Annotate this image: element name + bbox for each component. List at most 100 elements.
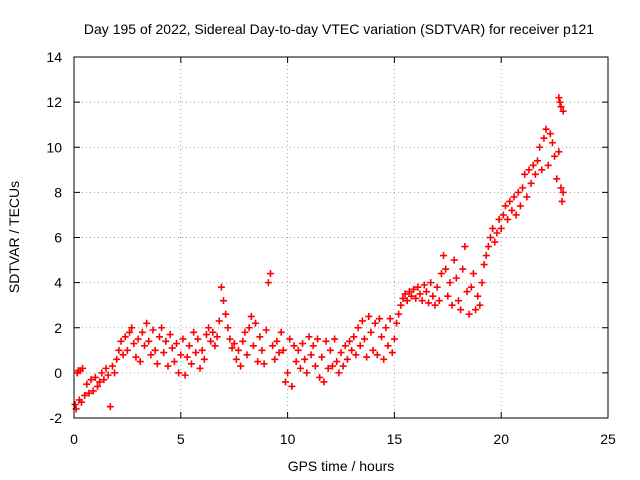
data-point [303,369,311,377]
data-point [85,389,93,397]
data-point [489,224,497,232]
data-point [170,358,178,366]
data-point [183,353,191,361]
data-point [232,355,240,363]
data-point [506,197,514,205]
data-point [493,229,501,237]
data-point [299,340,307,348]
data-point [363,353,371,361]
data-point [521,170,529,178]
data-point [557,184,565,192]
data-point [472,306,480,314]
data-point [356,342,364,350]
data-point [113,355,121,363]
data-point [388,349,396,357]
data-point [307,351,315,359]
data-point [111,369,119,377]
data-point [205,324,213,332]
data-point [140,342,148,350]
data-point [480,261,488,269]
y-tick-label: 0 [54,365,62,381]
data-point [149,326,157,334]
data-point [348,346,356,354]
data-point [194,335,202,343]
data-point [292,358,300,366]
data-point [258,346,266,354]
data-point [373,351,381,359]
data-point [230,340,238,348]
data-point [162,337,170,345]
data-point [478,279,486,287]
data-point [559,188,567,196]
data-point [175,369,183,377]
data-point [279,346,287,354]
data-point [87,376,95,384]
data-point [294,346,302,354]
data-point [143,319,151,327]
data-point [525,166,533,174]
data-point [482,252,490,260]
data-point [440,252,448,260]
data-point [158,324,166,332]
data-point [384,342,392,350]
data-point [271,355,279,363]
data-point [100,376,108,384]
data-point [558,197,566,205]
data-point [245,324,253,332]
data-point [508,206,516,214]
data-point [177,351,185,359]
data-point [202,331,210,339]
data-point [354,324,362,332]
data-point [153,360,161,368]
data-point [322,337,330,345]
data-point [425,299,433,307]
data-point [228,344,236,352]
data-point [467,283,475,291]
data-point [427,279,435,287]
data-point [337,349,345,357]
data-point [529,161,537,169]
data-point [341,342,349,350]
data-point [121,333,129,341]
data-point [166,331,174,339]
data-point [192,349,200,357]
data-point [239,337,247,345]
data-point [435,297,443,305]
data-point [450,256,458,264]
data-point [555,94,563,102]
data-point [106,403,114,411]
data-point [102,364,110,372]
data-point [115,346,123,354]
data-point [378,333,386,341]
data-point [128,324,136,332]
data-point [431,301,439,309]
data-point [267,270,275,278]
data-point [318,353,326,361]
data-point [254,358,262,366]
data-point [252,319,260,327]
data-point [211,342,219,350]
data-point [514,188,522,196]
data-point [557,103,565,111]
data-point [264,279,272,287]
data-point [333,358,341,366]
data-point [198,346,206,354]
data-point [499,211,507,219]
data-point [476,301,484,309]
data-point [418,297,426,305]
data-point [217,283,225,291]
data-point [452,274,460,282]
data-point [83,380,91,388]
data-point [433,283,441,291]
data-point [536,143,544,151]
data-point [403,297,411,305]
data-point [399,294,407,302]
data-point [247,312,255,320]
data-point [290,342,298,350]
data-point [501,202,509,210]
data-point [516,202,524,210]
data-point [393,319,401,327]
y-tick-label: 8 [54,184,62,200]
data-point [243,351,251,359]
data-point [185,342,193,350]
